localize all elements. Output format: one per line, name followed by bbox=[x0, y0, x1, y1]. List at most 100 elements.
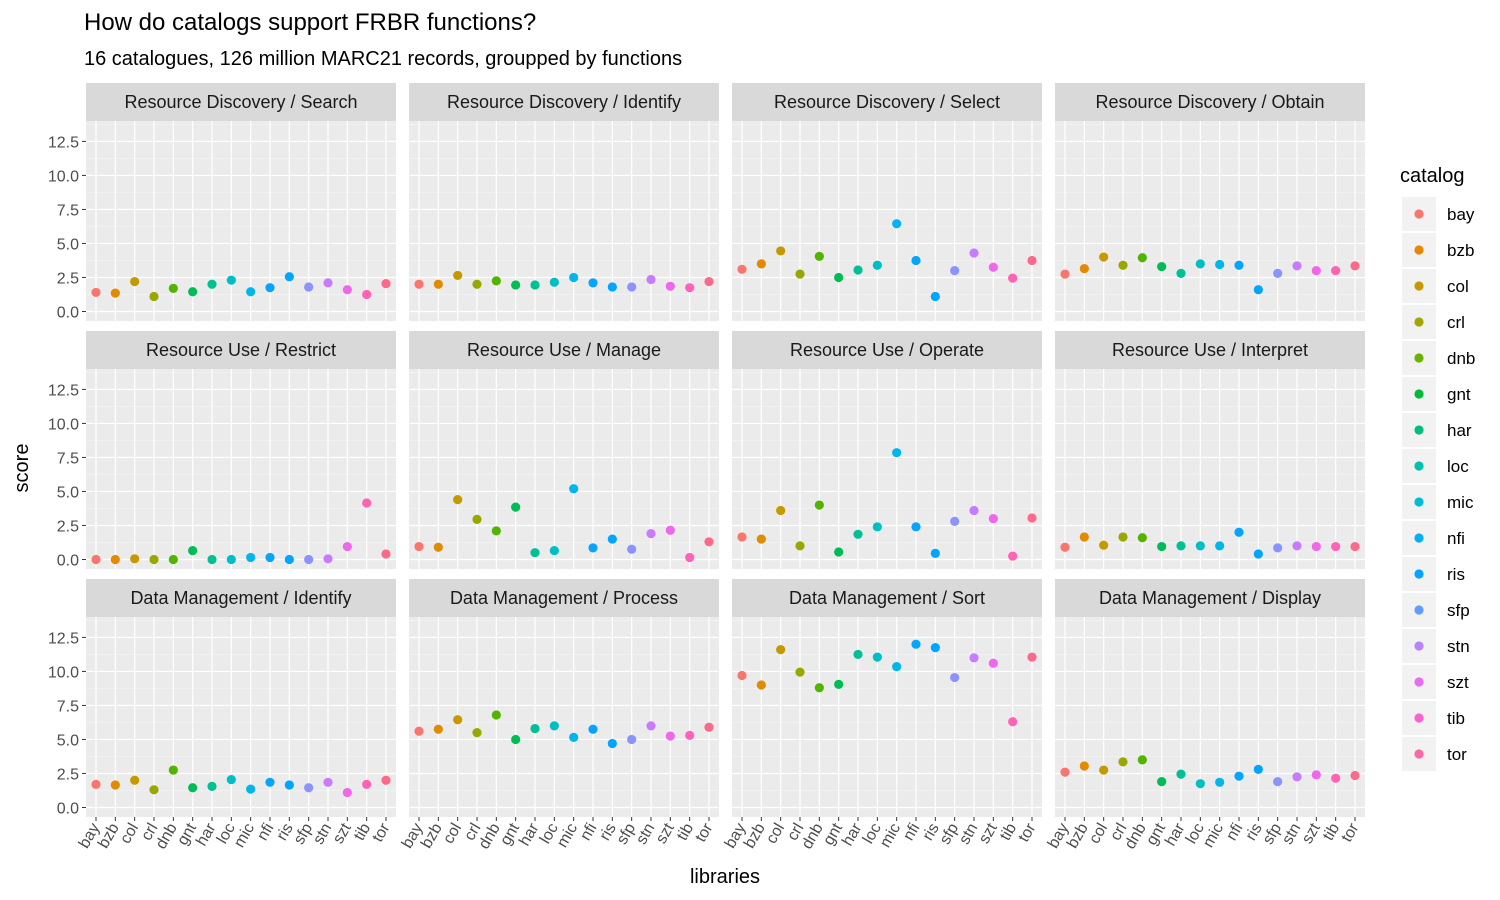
data-point-tib bbox=[362, 289, 372, 300]
y-tick-label: 12.5 bbox=[48, 630, 79, 647]
panel-strip bbox=[86, 83, 396, 121]
panel-title: Resource Discovery / Identify bbox=[447, 92, 681, 112]
data-point-loc bbox=[226, 774, 236, 785]
data-point-gnt bbox=[1157, 541, 1167, 552]
data-point-stn bbox=[1292, 541, 1302, 551]
panel-background bbox=[1055, 617, 1365, 817]
data-point-crl bbox=[472, 728, 482, 738]
y-tick-label: 7.5 bbox=[57, 202, 79, 219]
x-tick-label: ris bbox=[597, 821, 620, 844]
data-point-crl bbox=[795, 541, 805, 551]
data-point-tor bbox=[1027, 255, 1037, 266]
panel-title: Data Management / Process bbox=[450, 588, 678, 608]
data-point-stn bbox=[646, 529, 656, 539]
panel-strip bbox=[1055, 83, 1365, 121]
data-point-col bbox=[453, 270, 463, 281]
data-point-ris bbox=[284, 554, 294, 565]
data-point-bay bbox=[737, 670, 747, 681]
data-point-loc bbox=[872, 260, 882, 270]
data-point-ris bbox=[607, 738, 617, 749]
panel-strip bbox=[409, 579, 719, 617]
data-point-dnb bbox=[1137, 533, 1147, 543]
data-point-crl bbox=[149, 291, 159, 302]
panel-strip bbox=[86, 331, 396, 369]
x-tick-label: tor bbox=[369, 820, 393, 845]
data-point-mic bbox=[1215, 259, 1225, 270]
data-point-bay bbox=[91, 287, 101, 298]
panel-strip bbox=[732, 579, 1042, 617]
data-point-szt bbox=[665, 731, 675, 741]
y-tick-label: 0.0 bbox=[57, 552, 79, 569]
panel-title: Data Management / Identify bbox=[130, 588, 351, 608]
legend-label-ris: ris bbox=[1447, 565, 1465, 584]
data-point-dnb bbox=[491, 710, 501, 720]
panel-3: Resource Discovery / Select bbox=[732, 83, 1042, 321]
data-point-bay bbox=[737, 264, 747, 274]
data-point-crl bbox=[149, 554, 159, 565]
data-point-nfi bbox=[588, 278, 598, 288]
data-point-dnb bbox=[168, 554, 178, 565]
data-point-har bbox=[207, 781, 217, 791]
data-point-stn bbox=[323, 554, 333, 564]
data-point-col bbox=[1099, 252, 1109, 262]
data-point-sfp bbox=[627, 544, 637, 554]
data-point-stn bbox=[323, 278, 333, 288]
data-point-tor bbox=[381, 775, 391, 785]
data-point-ris bbox=[930, 291, 940, 302]
legend-marker-ris bbox=[1414, 569, 1424, 579]
data-point-crl bbox=[472, 514, 482, 524]
data-point-bzb bbox=[433, 279, 443, 289]
panel-background bbox=[1055, 121, 1365, 321]
data-point-tib bbox=[362, 498, 372, 508]
y-tick-label: 0.0 bbox=[57, 304, 79, 321]
y-tick-label: 10.0 bbox=[48, 416, 79, 433]
data-point-sfp bbox=[1273, 777, 1283, 787]
panel-1: Resource Discovery / Search 0.0 2.5 5.0 7.5 1… bbox=[48, 83, 396, 321]
data-point-bay bbox=[1060, 767, 1070, 777]
data-point-stn bbox=[969, 505, 979, 516]
x-axis-label: libraries bbox=[690, 866, 760, 888]
panel-title: Resource Discovery / Obtain bbox=[1095, 92, 1324, 112]
data-point-bay bbox=[1060, 269, 1070, 279]
legend-marker-szt bbox=[1414, 677, 1424, 687]
y-tick-label: 5.0 bbox=[57, 236, 79, 253]
data-point-har bbox=[853, 265, 863, 275]
data-point-har bbox=[530, 280, 540, 290]
data-point-szt bbox=[1311, 266, 1321, 276]
data-point-bay bbox=[737, 532, 747, 542]
data-point-mic bbox=[569, 484, 579, 494]
legend-marker-bay bbox=[1414, 209, 1424, 219]
legend-label-nfi: nfi bbox=[1447, 529, 1465, 548]
y-tick-label: 12.5 bbox=[48, 382, 79, 399]
legend-label-har: har bbox=[1447, 421, 1472, 440]
chart-title: How do catalogs support FRBR functions? bbox=[84, 9, 536, 36]
data-point-tor bbox=[1350, 261, 1360, 271]
data-point-dnb bbox=[168, 765, 178, 775]
data-point-tor bbox=[1350, 770, 1360, 781]
data-point-stn bbox=[646, 721, 656, 731]
data-point-bzb bbox=[756, 259, 766, 269]
legend-marker-sfp bbox=[1414, 605, 1424, 615]
data-point-bzb bbox=[110, 554, 120, 565]
x-tick-label: tib bbox=[674, 820, 697, 843]
data-point-stn bbox=[1292, 772, 1302, 782]
data-point-har bbox=[530, 548, 540, 558]
legend-label-bay: bay bbox=[1447, 205, 1475, 224]
data-point-nfi bbox=[911, 255, 921, 266]
data-point-sfp bbox=[1273, 543, 1283, 553]
data-point-crl bbox=[149, 785, 159, 795]
data-point-ris bbox=[1253, 549, 1263, 559]
data-point-mic bbox=[892, 219, 902, 229]
panel-strip bbox=[409, 83, 719, 121]
legend-label-sfp: sfp bbox=[1447, 601, 1470, 620]
data-point-bzb bbox=[433, 724, 443, 734]
data-point-gnt bbox=[511, 502, 521, 512]
data-point-loc bbox=[872, 652, 882, 662]
data-point-sfp bbox=[627, 282, 637, 292]
data-point-mic bbox=[569, 732, 579, 743]
y-tick-label: 0.0 bbox=[57, 800, 79, 817]
x-tick-label: tor bbox=[1338, 820, 1362, 845]
panel-background bbox=[1055, 369, 1365, 569]
panels: Resource Discovery / Search 0.0 2.5 5.0 7.5 1… bbox=[48, 83, 1365, 852]
y-tick-label: 2.5 bbox=[57, 766, 79, 783]
